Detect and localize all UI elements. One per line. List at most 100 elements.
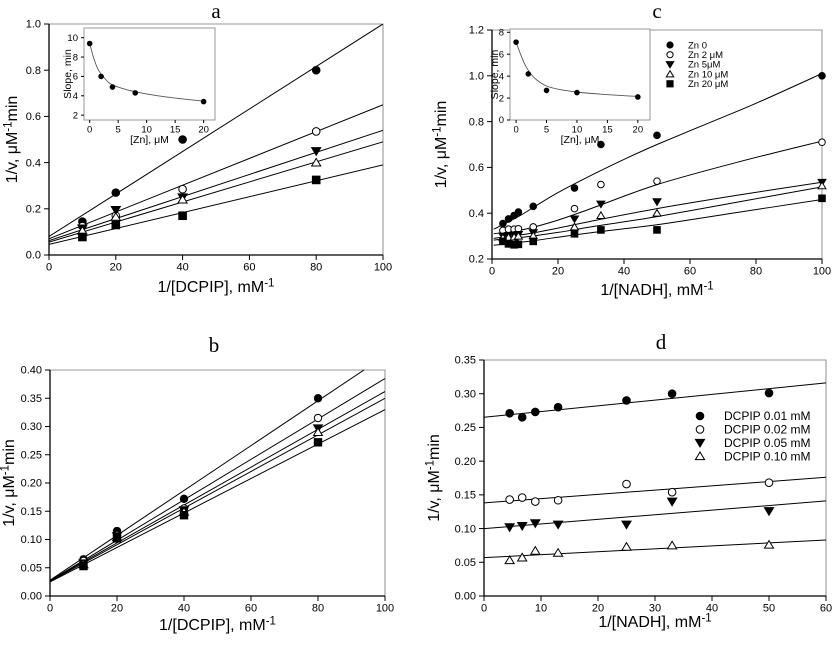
fit-line-3 [493,186,822,241]
svg-text:0: 0 [489,266,495,278]
panel-a-plot: 0 20 40 60 80 1000.00.20.40.60.81.01/[DCPIP],… [3,19,392,296]
panel-c-title: c [652,0,662,23]
series-1 [505,478,774,506]
panel-a-title: a [211,0,221,23]
svg-text:0.15: 0.15 [455,490,476,502]
svg-text:10: 10 [535,603,547,615]
svg-text:1/v, μM-1min: 1/v, μM-1min [432,101,450,189]
svg-text:1/[DCPIP], mM-1: 1/[DCPIP], mM-1 [159,616,276,634]
svg-text:20: 20 [110,262,122,274]
panel-b-plot: 0 20 40 60 80 100 0.00 0.05 0.10 0.15 0.20 0.25 0.30… [0,365,394,634]
chart-body: 0 20 40 60 80 1000.00.20.40.60.81.01/[DCPIP],… [3,19,392,296]
svg-text:1/[DCPIP], mM-1: 1/[DCPIP], mM-1 [158,278,275,296]
svg-text:15: 15 [170,124,181,135]
fit-line-1 [49,104,383,240]
fit-line-4 [493,199,822,246]
svg-text:20: 20 [111,603,123,615]
svg-text:80: 80 [750,266,762,278]
series-2 [498,178,827,241]
svg-text:0.30: 0.30 [455,388,476,400]
fit-line-1 [50,378,385,582]
svg-text:4: 4 [499,71,504,82]
svg-text:0.15: 0.15 [21,506,42,518]
svg-text:0: 0 [87,124,92,135]
svg-text:30: 30 [649,603,661,615]
svg-text:Zn 2 μM: Zn 2 μM [688,50,723,61]
svg-text:80: 80 [312,603,324,615]
svg-text:20: 20 [198,124,209,135]
svg-text:1/v, μM-1min: 1/v, μM-1min [3,96,21,184]
svg-text:10: 10 [67,33,78,44]
fit-line-3 [49,141,383,243]
svg-text:5: 5 [544,124,549,135]
svg-text:40: 40 [618,266,630,278]
svg-text:DCPIP 0.10 mM: DCPIP 0.10 mM [724,449,810,463]
svg-text:[Zn], μM: [Zn], μM [130,134,169,146]
svg-text:Zn 5μM: Zn 5μM [688,60,720,71]
svg-text:0.2: 0.2 [26,204,41,216]
series-0 [505,388,774,422]
fit-line-3 [50,397,385,582]
svg-text:40: 40 [706,603,718,615]
inset-chart: 0 5 10 15 20 0 2 4 6 8 [Zn], μM Slope, min [489,28,651,146]
series-4 [79,438,323,571]
svg-text:0.30: 0.30 [21,421,42,433]
svg-text:0: 0 [47,603,53,615]
svg-text:0: 0 [499,115,504,126]
svg-text:80: 80 [310,262,322,274]
svg-text:0.4: 0.4 [469,208,484,220]
svg-text:1.2: 1.2 [469,25,484,37]
svg-text:8: 8 [73,52,78,63]
svg-text:4: 4 [73,91,78,102]
svg-text:100: 100 [813,266,831,278]
svg-text:DCPIP 0.01 mM: DCPIP 0.01 mM [724,409,810,423]
svg-text:0.20: 0.20 [455,456,476,468]
svg-text:Zn 0: Zn 0 [688,40,707,51]
svg-text:DCPIP 0.02 mM: DCPIP 0.02 mM [724,423,810,437]
series-1 [499,138,826,235]
axes: 0 10 20 30 40 50 60 0.00 0.05 0.10 0.15 0.20 0.25 0.3… [425,355,832,631]
svg-text:0.05: 0.05 [455,557,476,569]
svg-text:1.0: 1.0 [26,19,41,31]
svg-text:1.0: 1.0 [469,71,484,83]
svg-text:2: 2 [499,93,504,104]
series-4 [499,194,826,249]
svg-text:Slope, min: Slope, min [489,50,501,100]
series-0 [86,40,207,105]
axes: 0 20 40 60 80 100 0.00 0.05 0.10 0.15 0.20 0.25 0.30… [0,365,394,634]
svg-text:20: 20 [592,603,604,615]
svg-text:20: 20 [633,124,644,135]
svg-text:0.35: 0.35 [455,355,476,367]
svg-text:Zn 10 μM: Zn 10 μM [688,69,728,80]
series-3 [76,157,322,235]
svg-text:0.00: 0.00 [455,591,476,603]
svg-text:0.0: 0.0 [26,250,41,262]
series-3 [498,181,827,242]
svg-text:100: 100 [374,262,392,274]
svg-text:60: 60 [243,262,255,274]
plot-frame [483,359,827,597]
svg-text:20: 20 [552,266,564,278]
svg-text:0.6: 0.6 [469,162,484,174]
svg-text:0: 0 [46,262,52,274]
svg-text:60: 60 [684,266,696,278]
svg-text:6: 6 [73,72,78,83]
series-2 [504,497,775,533]
axes: 0 20 40 60 80 1000.20.40.60.81.01.21/[NADH], … [432,25,831,299]
svg-text:0.6: 0.6 [26,111,41,123]
panel-d-title: d [655,330,667,354]
fit-line-2 [49,129,383,242]
series-3 [504,539,775,565]
fit-line-0 [49,24,383,237]
svg-text:Slope, min: Slope, min [62,49,74,99]
fit-line-0 [515,42,638,97]
svg-text:40: 40 [178,603,190,615]
axes: 0 20 40 60 80 1000.00.20.40.60.81.01/[DCPIP],… [3,19,392,296]
svg-text:1/[NADH], mM-1: 1/[NADH], mM-1 [598,613,711,631]
fit-line-4 [50,409,385,583]
svg-text:100: 100 [376,603,394,615]
svg-text:0.20: 0.20 [21,478,42,490]
